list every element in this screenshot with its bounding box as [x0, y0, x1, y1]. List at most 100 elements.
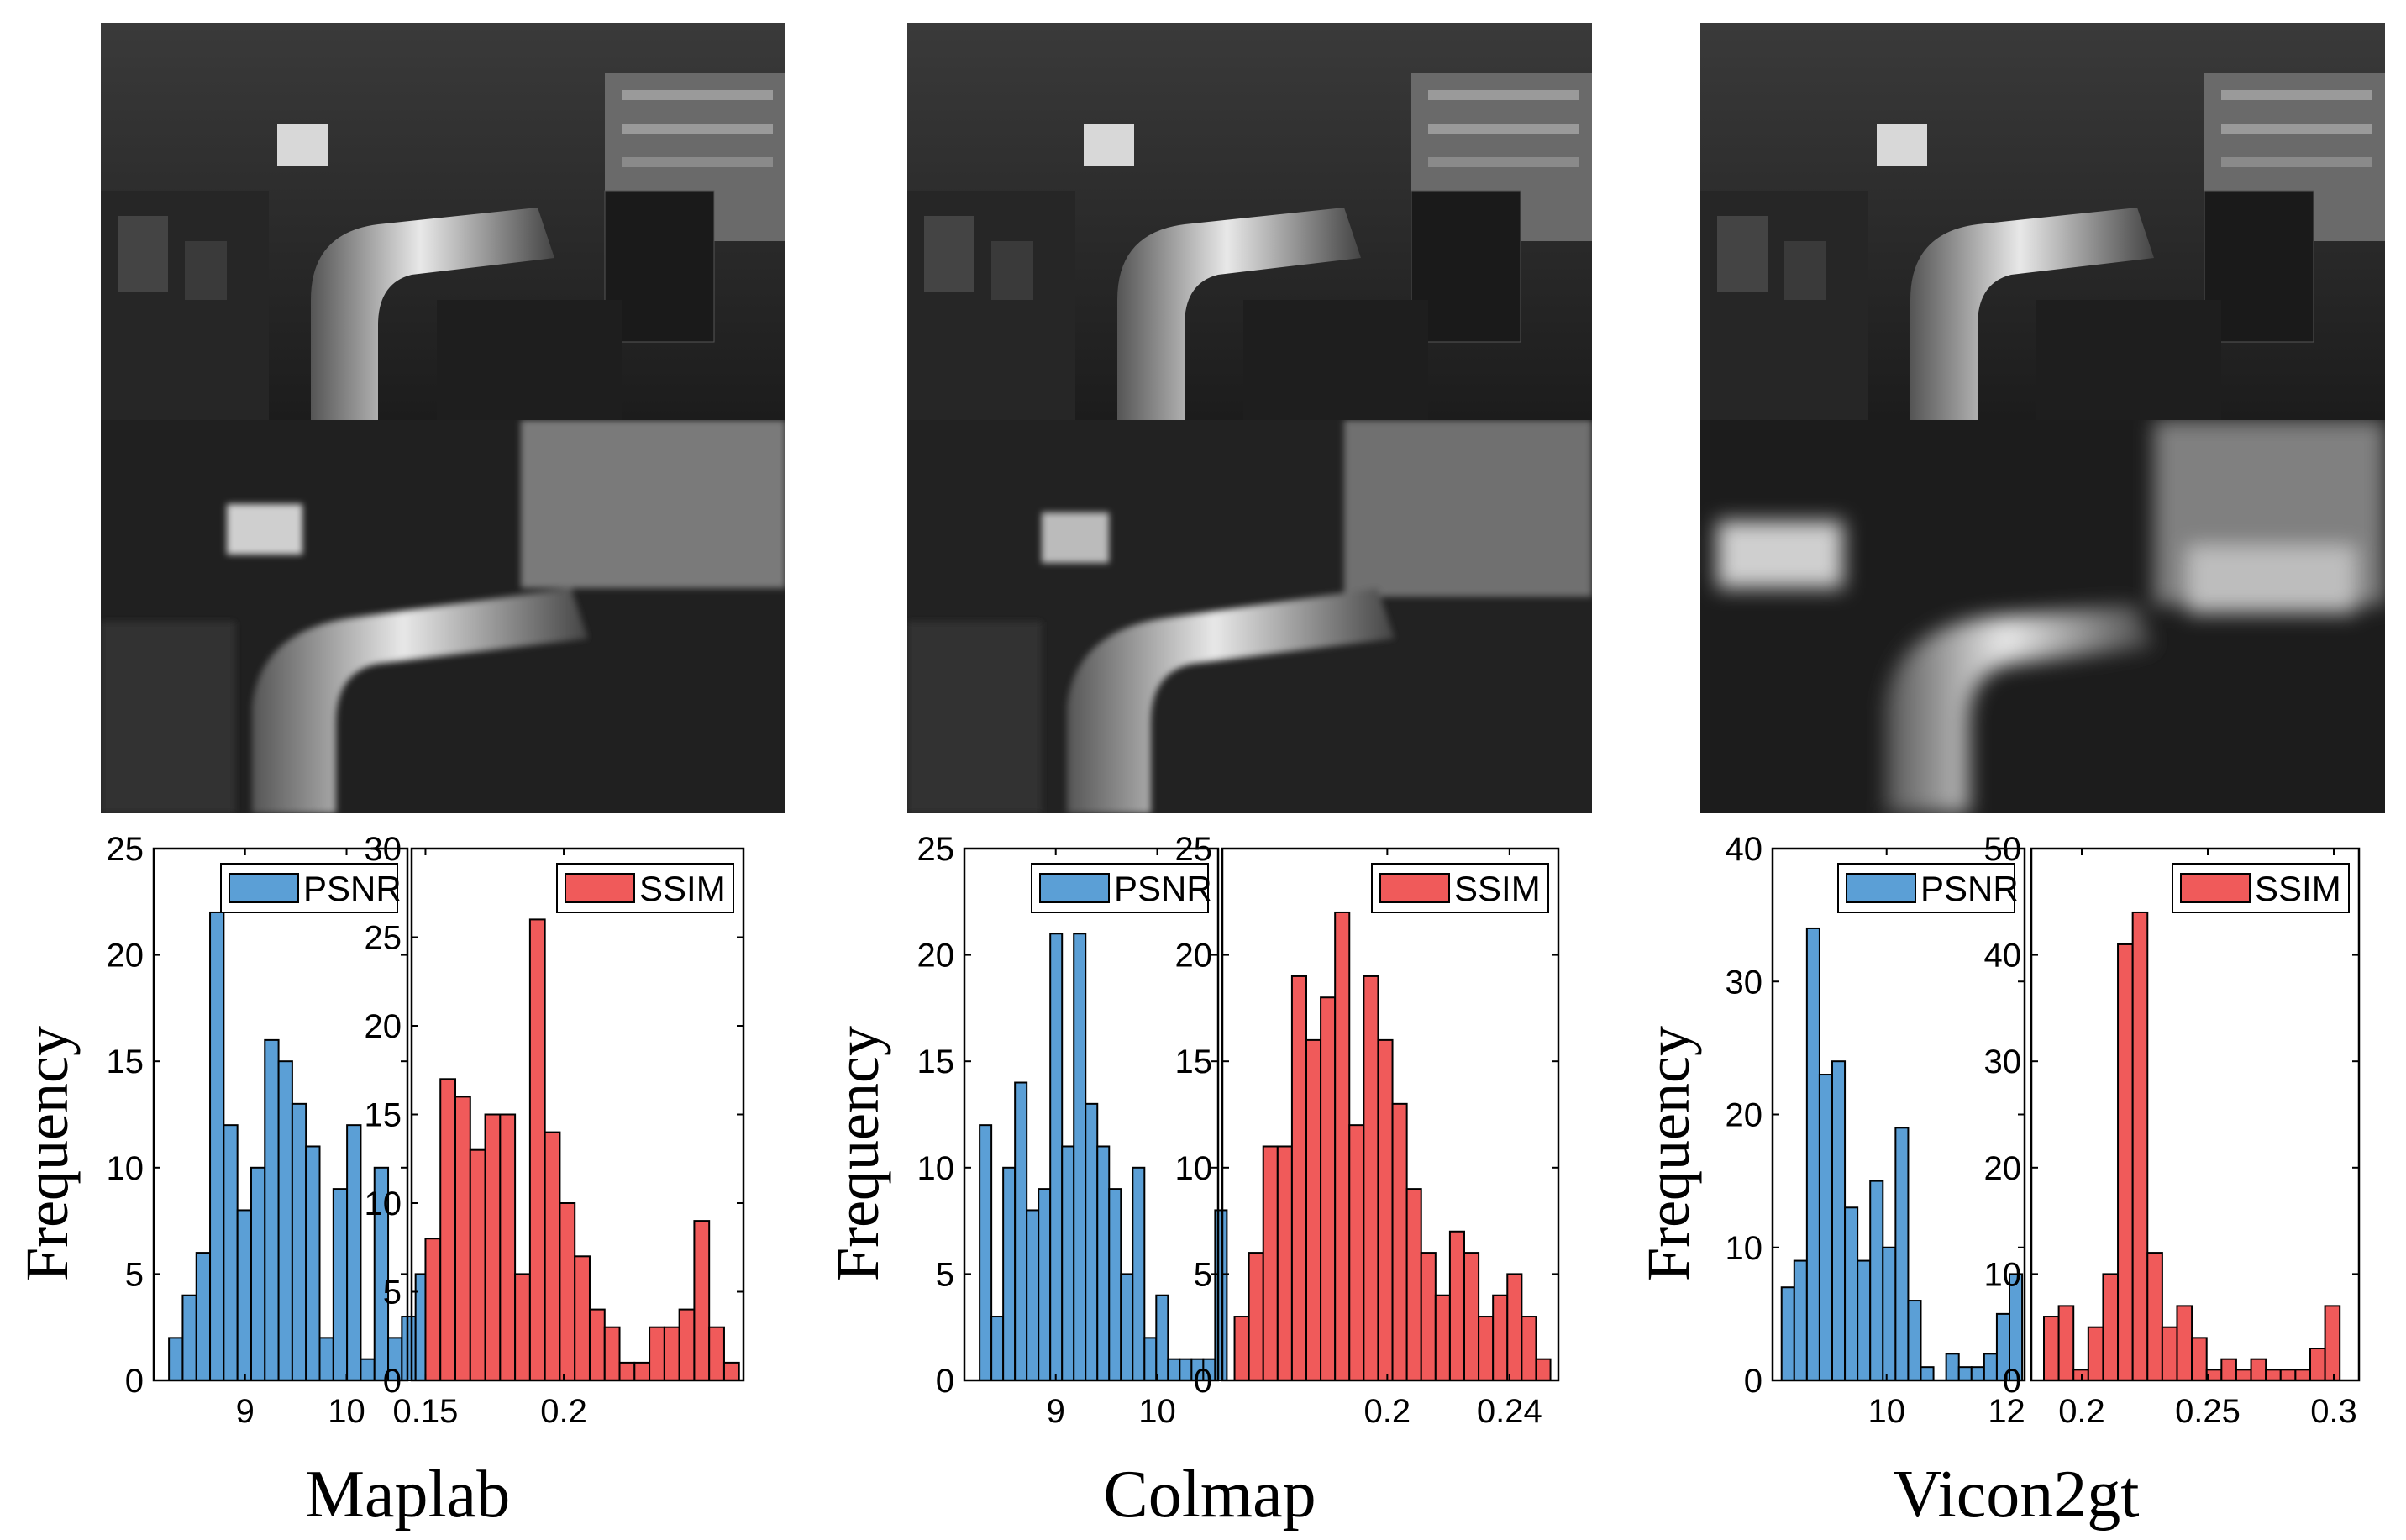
vicon2gt-ssim-bar — [2235, 1369, 2252, 1381]
group-label-vicon2gt: Vicon2gt — [1894, 1458, 2140, 1532]
colmap-psnr-bar — [990, 1316, 1005, 1382]
colmap-psnr-bar — [1096, 1145, 1111, 1381]
y-tick-label: 0 — [1194, 1363, 1212, 1400]
y-tick-label: 5 — [383, 1275, 402, 1311]
vicon2gt-psnr-bar — [1869, 1180, 1884, 1381]
vicon2gt-ssim-bar — [2043, 1316, 2060, 1382]
maplab-psnr-bar — [401, 1316, 417, 1382]
pipe-scene-image — [1700, 23, 2385, 420]
maplab-psnr-bar — [209, 911, 225, 1381]
vicon2gt-ssim-bar — [2117, 943, 2134, 1381]
colmap-reference-photo — [907, 23, 1592, 420]
colmap-ssim-bar — [1248, 1252, 1264, 1381]
vicon2gt-ssim-bar — [2057, 1305, 2075, 1382]
maplab-render-photo — [101, 420, 785, 813]
maplab-ssim-bar — [574, 1255, 591, 1382]
colmap-ssim-bar — [1521, 1316, 1537, 1382]
y-tick-label: 15 — [107, 1043, 144, 1080]
vicon2gt-ssim-bar — [2191, 1337, 2208, 1381]
maplab-psnr-bar — [305, 1145, 321, 1381]
colmap-ssim-bar — [1233, 1316, 1250, 1382]
colmap-psnr-bar — [1085, 1102, 1099, 1381]
maplab-ssim-bar — [633, 1361, 651, 1382]
pipe-render-image — [1700, 420, 2385, 813]
y-tick-label: 0 — [125, 1363, 144, 1400]
legend-label: PSNR — [1920, 869, 2019, 908]
legend-swatch — [1379, 873, 1450, 903]
x-tick-label: 9 — [1047, 1393, 1065, 1430]
colmap-ssim-bar — [1320, 996, 1337, 1381]
vicon2gt-psnr-bar — [1957, 1366, 1973, 1382]
y-tick-label: 25 — [1175, 831, 1213, 868]
colmap-ssim-bar — [1391, 1102, 1408, 1381]
y-tick-label: 0 — [383, 1363, 402, 1400]
maplab-ssim-bar — [544, 1131, 561, 1381]
x-tick-label: 0.3 — [2310, 1393, 2357, 1430]
maplab-ssim-bar — [678, 1308, 696, 1381]
colmap-psnr-bar — [1132, 1166, 1146, 1382]
colmap-ssim-bar — [1478, 1316, 1495, 1382]
y-tick-label: 10 — [107, 1150, 144, 1187]
maplab-psnr-bar — [277, 1060, 293, 1381]
colmap-ssim-bar — [1535, 1358, 1552, 1382]
x-tick-label: 0.24 — [1477, 1393, 1542, 1430]
colmap-ssim-bar — [1334, 911, 1351, 1381]
colmap-psnr-bar — [1167, 1358, 1181, 1382]
colmap-ssim-bar — [1463, 1252, 1480, 1381]
x-tick-label: 0.2 — [2058, 1393, 2105, 1430]
x-tick-label: 10 — [328, 1393, 365, 1430]
vicon2gt-psnr-bar — [1818, 1074, 1833, 1382]
vicon2gt-psnr-bar — [1983, 1353, 1998, 1381]
vicon2gt-psnr-bar — [1907, 1300, 1922, 1382]
colmap-psnr-bar — [1179, 1358, 1193, 1382]
y-tick-label: 10 — [1175, 1150, 1213, 1187]
y-tick-label: 50 — [1984, 831, 2022, 868]
vicon2gt-ssim-bar — [2161, 1326, 2178, 1381]
x-tick-label: 10 — [1868, 1393, 1905, 1430]
colmap-psnr-bar — [979, 1124, 993, 1382]
y-axis-label: Frequency — [13, 1026, 81, 1281]
colmap-ssim-bar — [1262, 1145, 1279, 1381]
colmap-psnr-bar — [1143, 1337, 1158, 1381]
legend-swatch — [1039, 873, 1110, 903]
y-tick-label: 15 — [1175, 1043, 1213, 1080]
maplab-psnr-bar — [346, 1124, 362, 1382]
vicon2gt-reference-photo — [1700, 23, 2385, 420]
vicon2gt-ssim-bar — [2265, 1369, 2282, 1381]
vicon2gt-render-photo — [1700, 420, 2385, 813]
colmap-psnr-bar — [1073, 933, 1087, 1381]
x-tick-label: 0.2 — [1364, 1393, 1411, 1430]
colmap-psnr-bar — [1026, 1209, 1040, 1381]
y-axis-label: Frequency — [1635, 1026, 1702, 1281]
vicon2gt-psnr-bar — [1844, 1206, 1859, 1382]
maplab-psnr-bar — [250, 1166, 266, 1382]
maplab-psnr-bar — [236, 1209, 252, 1381]
colmap-ssim-bar — [1305, 1038, 1322, 1381]
vicon2gt-psnr-bar — [1970, 1366, 1985, 1382]
maplab-psnr-bar — [360, 1358, 376, 1382]
axes-frame — [963, 847, 1220, 1382]
pipe-render-image — [101, 420, 785, 813]
colmap-ssim-bar — [1420, 1252, 1437, 1381]
vicon2gt-ssim-bar — [2324, 1305, 2341, 1382]
axes-frame — [152, 847, 409, 1382]
y-tick-label: 15 — [917, 1043, 955, 1080]
vicon2gt-psnr-bar — [1882, 1246, 1897, 1381]
maplab-psnr-bar — [332, 1188, 349, 1381]
vicon2gt-ssim-bar — [2279, 1369, 2297, 1381]
vicon2gt-psnr-bar — [1857, 1259, 1872, 1381]
y-tick-label: 30 — [365, 831, 402, 868]
maplab-ssim-bar — [588, 1308, 606, 1381]
y-axis-label: Frequency — [824, 1026, 891, 1281]
y-tick-label: 30 — [1726, 964, 1763, 1001]
vicon2gt-ssim-bar — [2220, 1358, 2237, 1382]
maplab-reference-photo — [101, 23, 785, 420]
legend-label: PSNR — [1114, 869, 1212, 908]
maplab-psnr-bar — [181, 1294, 197, 1381]
y-tick-label: 40 — [1726, 831, 1763, 868]
colmap-psnr-bar — [1038, 1188, 1052, 1381]
y-tick-label: 10 — [1726, 1230, 1763, 1267]
pipe-render-image — [907, 420, 1592, 813]
maplab-ssim-bar — [424, 1238, 442, 1381]
